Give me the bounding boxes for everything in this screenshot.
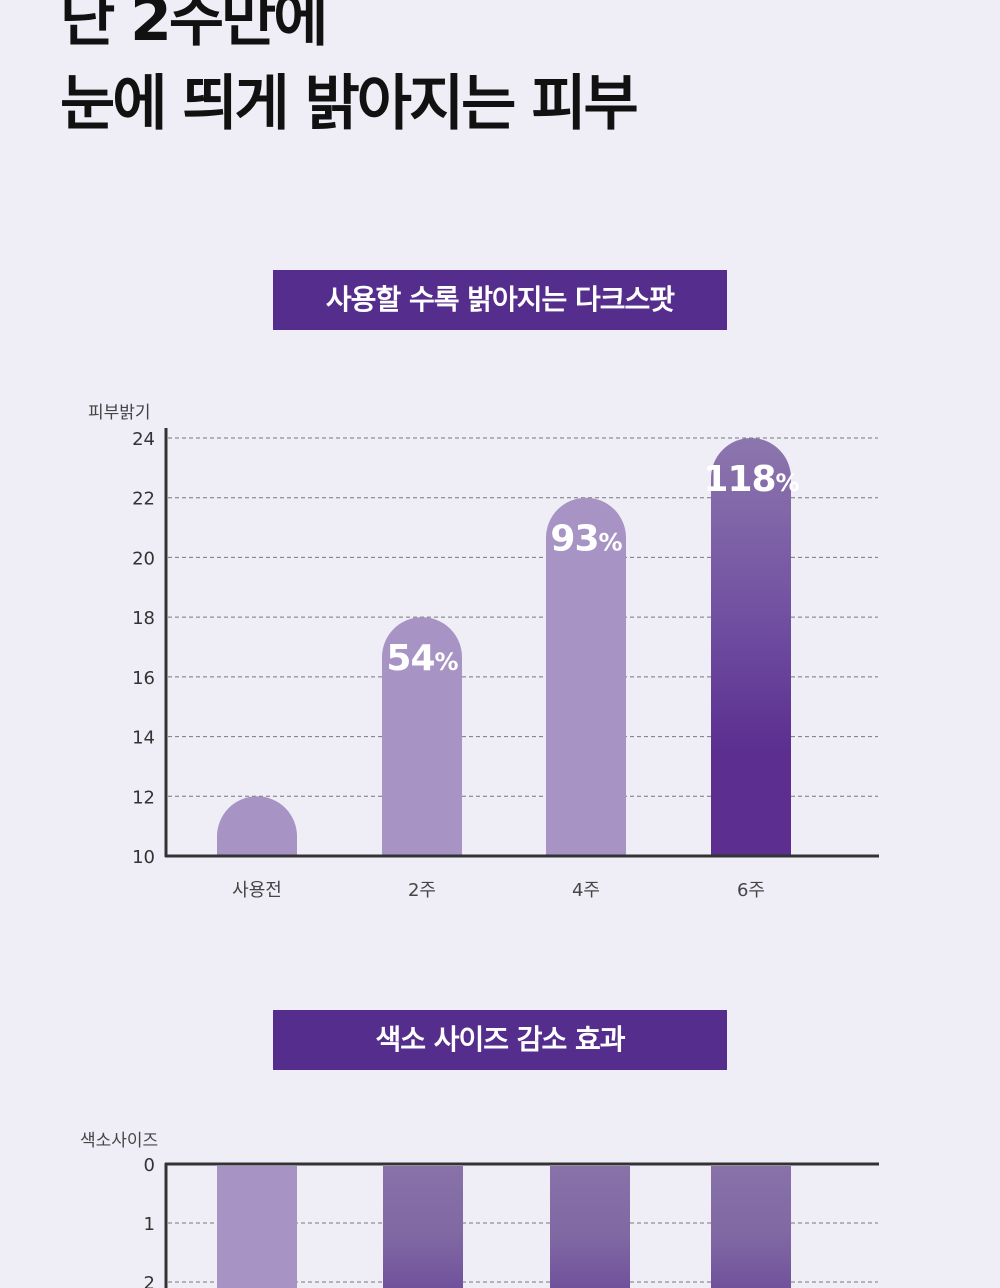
bar-value-number: 93 — [550, 519, 598, 560]
y-tick-label: 18 — [132, 608, 155, 629]
y-tick-label: 16 — [132, 668, 155, 689]
brightness-banner: 사용할 수록 밝아지는 다크스팟 — [273, 270, 727, 330]
x-category-label: 4주 — [572, 880, 600, 901]
bar-2 — [382, 617, 462, 856]
y-axis-title: 피부밝기 — [88, 403, 151, 423]
bar-3 — [550, 1166, 630, 1288]
x-category-label: 2주 — [408, 880, 436, 901]
bar-4 — [711, 1166, 791, 1288]
pigment-banner: 색소 사이즈 감소 효과 — [273, 1010, 727, 1070]
y-tick-label: 10 — [132, 847, 155, 868]
y-tick-label: 0 — [144, 1155, 155, 1176]
headline-line-2: 눈에 띄게 밝아지는 피부 — [60, 69, 639, 139]
bar-4 — [711, 438, 791, 856]
bar-1 — [217, 796, 297, 856]
y-tick-label: 12 — [132, 787, 155, 808]
bar-value-label: 54% — [386, 638, 458, 679]
bar-1 — [217, 1166, 297, 1288]
bar-value-suffix: % — [599, 529, 623, 557]
pigment-size-bar-chart: 색소사이즈 0 1 2 — [80, 1131, 879, 1288]
y-tick-label: 22 — [132, 489, 155, 510]
x-category-label: 사용전 — [232, 880, 282, 901]
bar-3 — [546, 497, 626, 856]
bar-value-suffix: % — [776, 469, 800, 497]
y-axis-title-2: 색소사이즈 — [80, 1131, 158, 1151]
y-tick-label: 14 — [132, 728, 155, 749]
bar-value-number: 118 — [703, 459, 775, 500]
y-tick-label: 2 — [144, 1273, 155, 1288]
bar-value-number: 54 — [386, 638, 434, 679]
x-category-label: 6주 — [737, 880, 765, 901]
bar-2 — [383, 1166, 463, 1288]
bar-value-label: 118% — [703, 459, 799, 500]
y-tick-label: 24 — [132, 429, 155, 450]
bar-value-suffix: % — [435, 648, 459, 676]
headline-line-1: 단 2주만에 — [60, 0, 328, 55]
y-tick-label: 1 — [144, 1214, 155, 1235]
headline: 단 2주만에 눈에 띄게 밝아지는 피부 — [60, 0, 639, 146]
bar-value-label: 93% — [550, 519, 622, 560]
y-tick-label: 20 — [132, 548, 155, 569]
